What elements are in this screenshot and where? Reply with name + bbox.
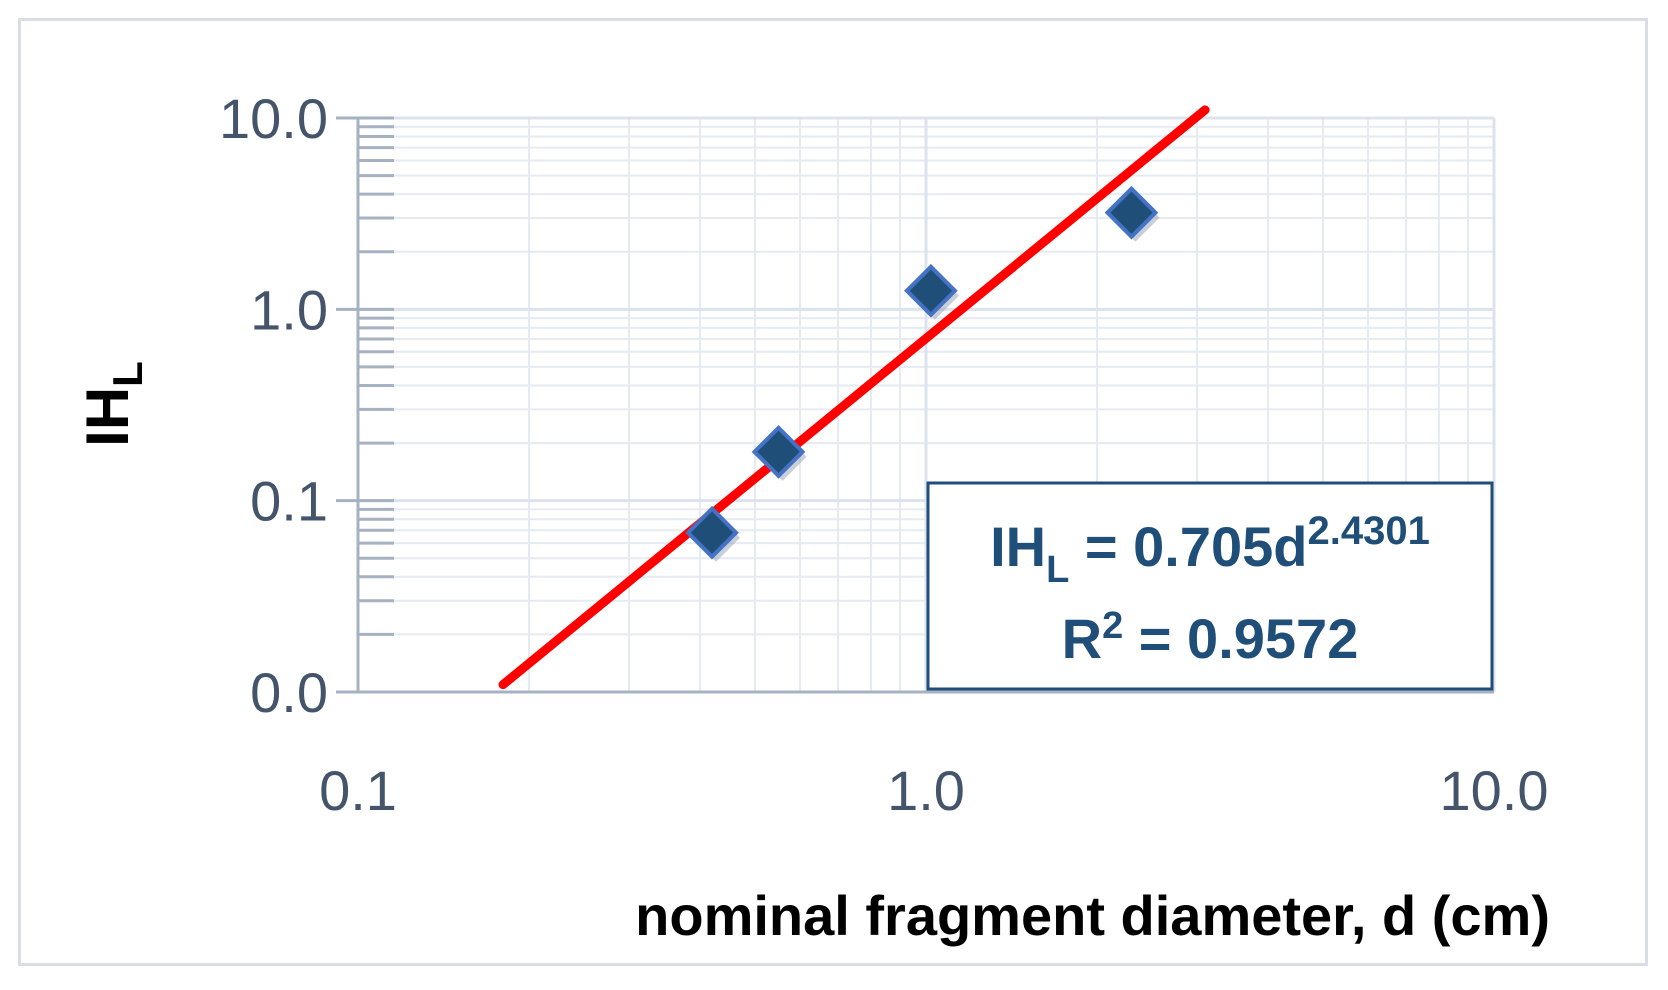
data-point — [685, 505, 739, 560]
equation-box — [926, 481, 1494, 691]
r2-superscript: 2 — [1102, 605, 1123, 647]
eq-mid: = 0.705d — [1069, 515, 1307, 578]
axes — [336, 116, 1494, 694]
eq-exponent: 2.4301 — [1308, 509, 1430, 553]
x-axis-title: nominal fragment diameter, d (cm) — [635, 884, 1550, 947]
trendline-group — [498, 105, 1210, 690]
r-squared: R2 = 0.9572 — [1062, 605, 1359, 670]
y-axis-title-subscript: L — [104, 361, 151, 387]
x-tick-labels: 0.1 1.0 10.0 — [319, 759, 1548, 822]
x-tick-label: 0.1 — [319, 759, 397, 822]
trendline — [498, 105, 1210, 690]
y-tick-label: 0.1 — [250, 470, 328, 533]
y-tick-label: 0.0 — [250, 661, 328, 724]
data-point — [1104, 185, 1159, 240]
x-tick-label: 10.0 — [1440, 759, 1549, 822]
y-tick-labels: 0.0 0.1 1.0 10.0 — [219, 87, 328, 724]
data-point — [904, 263, 958, 318]
y-tick-label: 1.0 — [250, 278, 328, 341]
eq-lhs-subscript: L — [1046, 549, 1069, 591]
trendline-equation: IHL = 0.705d2.4301 — [990, 509, 1430, 591]
r2-lhs: R — [1062, 607, 1102, 670]
data-point — [751, 424, 806, 479]
y-tick-label: 10.0 — [219, 87, 328, 150]
y-axis-title: IHL — [74, 361, 151, 447]
x-tick-label: 1.0 — [887, 759, 965, 822]
data-points — [685, 185, 1160, 562]
r2-rhs: = 0.9572 — [1123, 607, 1358, 670]
y-axis-title-main: IH — [74, 387, 141, 447]
eq-lhs: IH — [990, 515, 1046, 578]
